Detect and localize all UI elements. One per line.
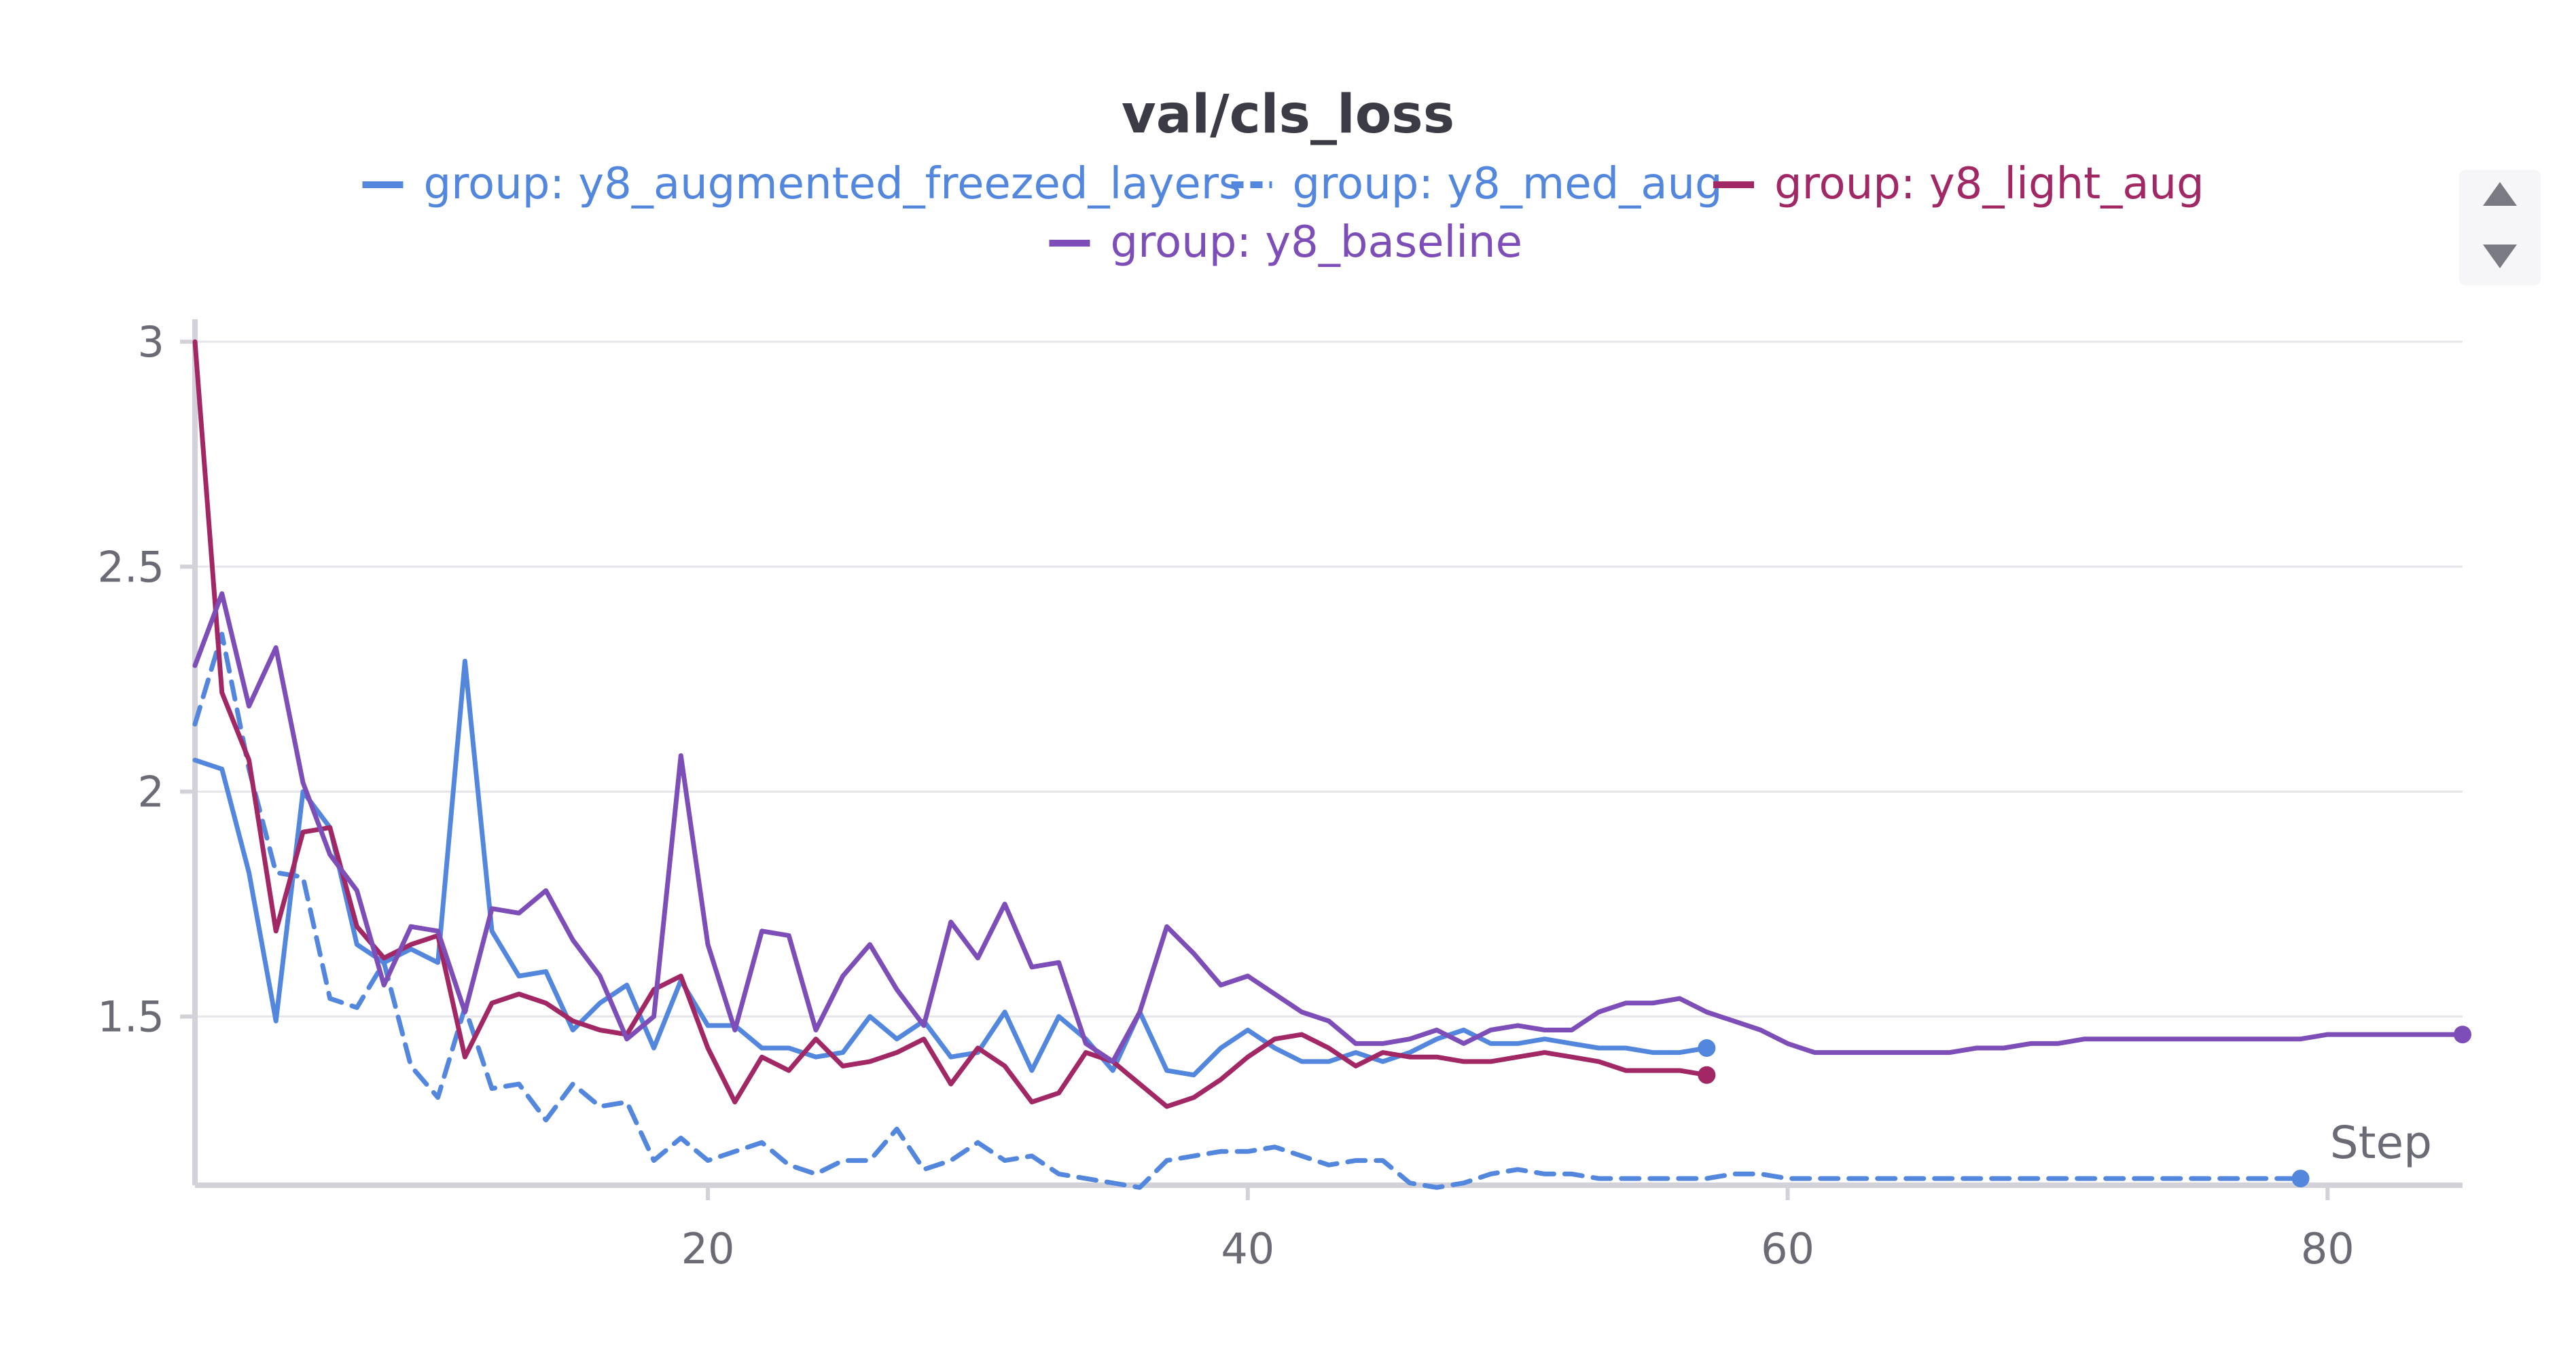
series-end-point <box>1698 1039 1716 1057</box>
scroll-up-icon[interactable] <box>2483 182 2517 206</box>
scroll-down-icon[interactable] <box>2483 245 2517 268</box>
legend-label: group: y8_augmented_freezed_layers <box>424 159 1242 209</box>
legend-scroll <box>2459 170 2541 285</box>
x-tick-label: 40 <box>1221 1224 1274 1274</box>
legend-label: group: y8_med_aug <box>1293 159 1723 209</box>
legend-item[interactable]: group: y8_baseline <box>1049 217 1522 268</box>
series-end-point <box>1698 1066 1716 1084</box>
legend-label: group: y8_baseline <box>1111 217 1522 268</box>
gridlines: 1.5 2 2.5 3 <box>97 317 2463 1042</box>
legend-item[interactable]: group: y8_augmented_freezed_layers <box>362 159 1242 209</box>
y-tick-label: 2 <box>138 767 164 816</box>
series-line-1 <box>192 632 2304 1190</box>
legend-item[interactable]: group: y8_light_aug <box>1713 159 2204 209</box>
series-group <box>192 339 2471 1190</box>
series-end-point <box>2454 1026 2471 1044</box>
y-tick-label: 3 <box>138 317 164 367</box>
x-tick-label: 60 <box>1761 1224 1814 1274</box>
x-tick-label: 20 <box>681 1224 735 1274</box>
legend-item[interactable]: group: y8_med_aug <box>1231 159 1723 209</box>
x-tick-label: 80 <box>2301 1224 2355 1274</box>
y-tick-label: 1.5 <box>97 992 164 1042</box>
series-line-0 <box>192 658 1709 1078</box>
x-axis-label: Step <box>2330 1117 2432 1169</box>
y-tick-label: 2.5 <box>97 542 164 592</box>
axes: 20 40 60 80 <box>192 319 2463 1274</box>
legend: group: y8_augmented_freezed_layers group:… <box>362 159 2204 268</box>
series-line-3 <box>192 591 2465 1064</box>
series-end-point <box>2291 1170 2310 1188</box>
series-line-2 <box>192 339 1709 1109</box>
legend-label: group: y8_light_aug <box>1774 159 2204 209</box>
chart-title: val/cls_loss <box>1122 84 1454 145</box>
